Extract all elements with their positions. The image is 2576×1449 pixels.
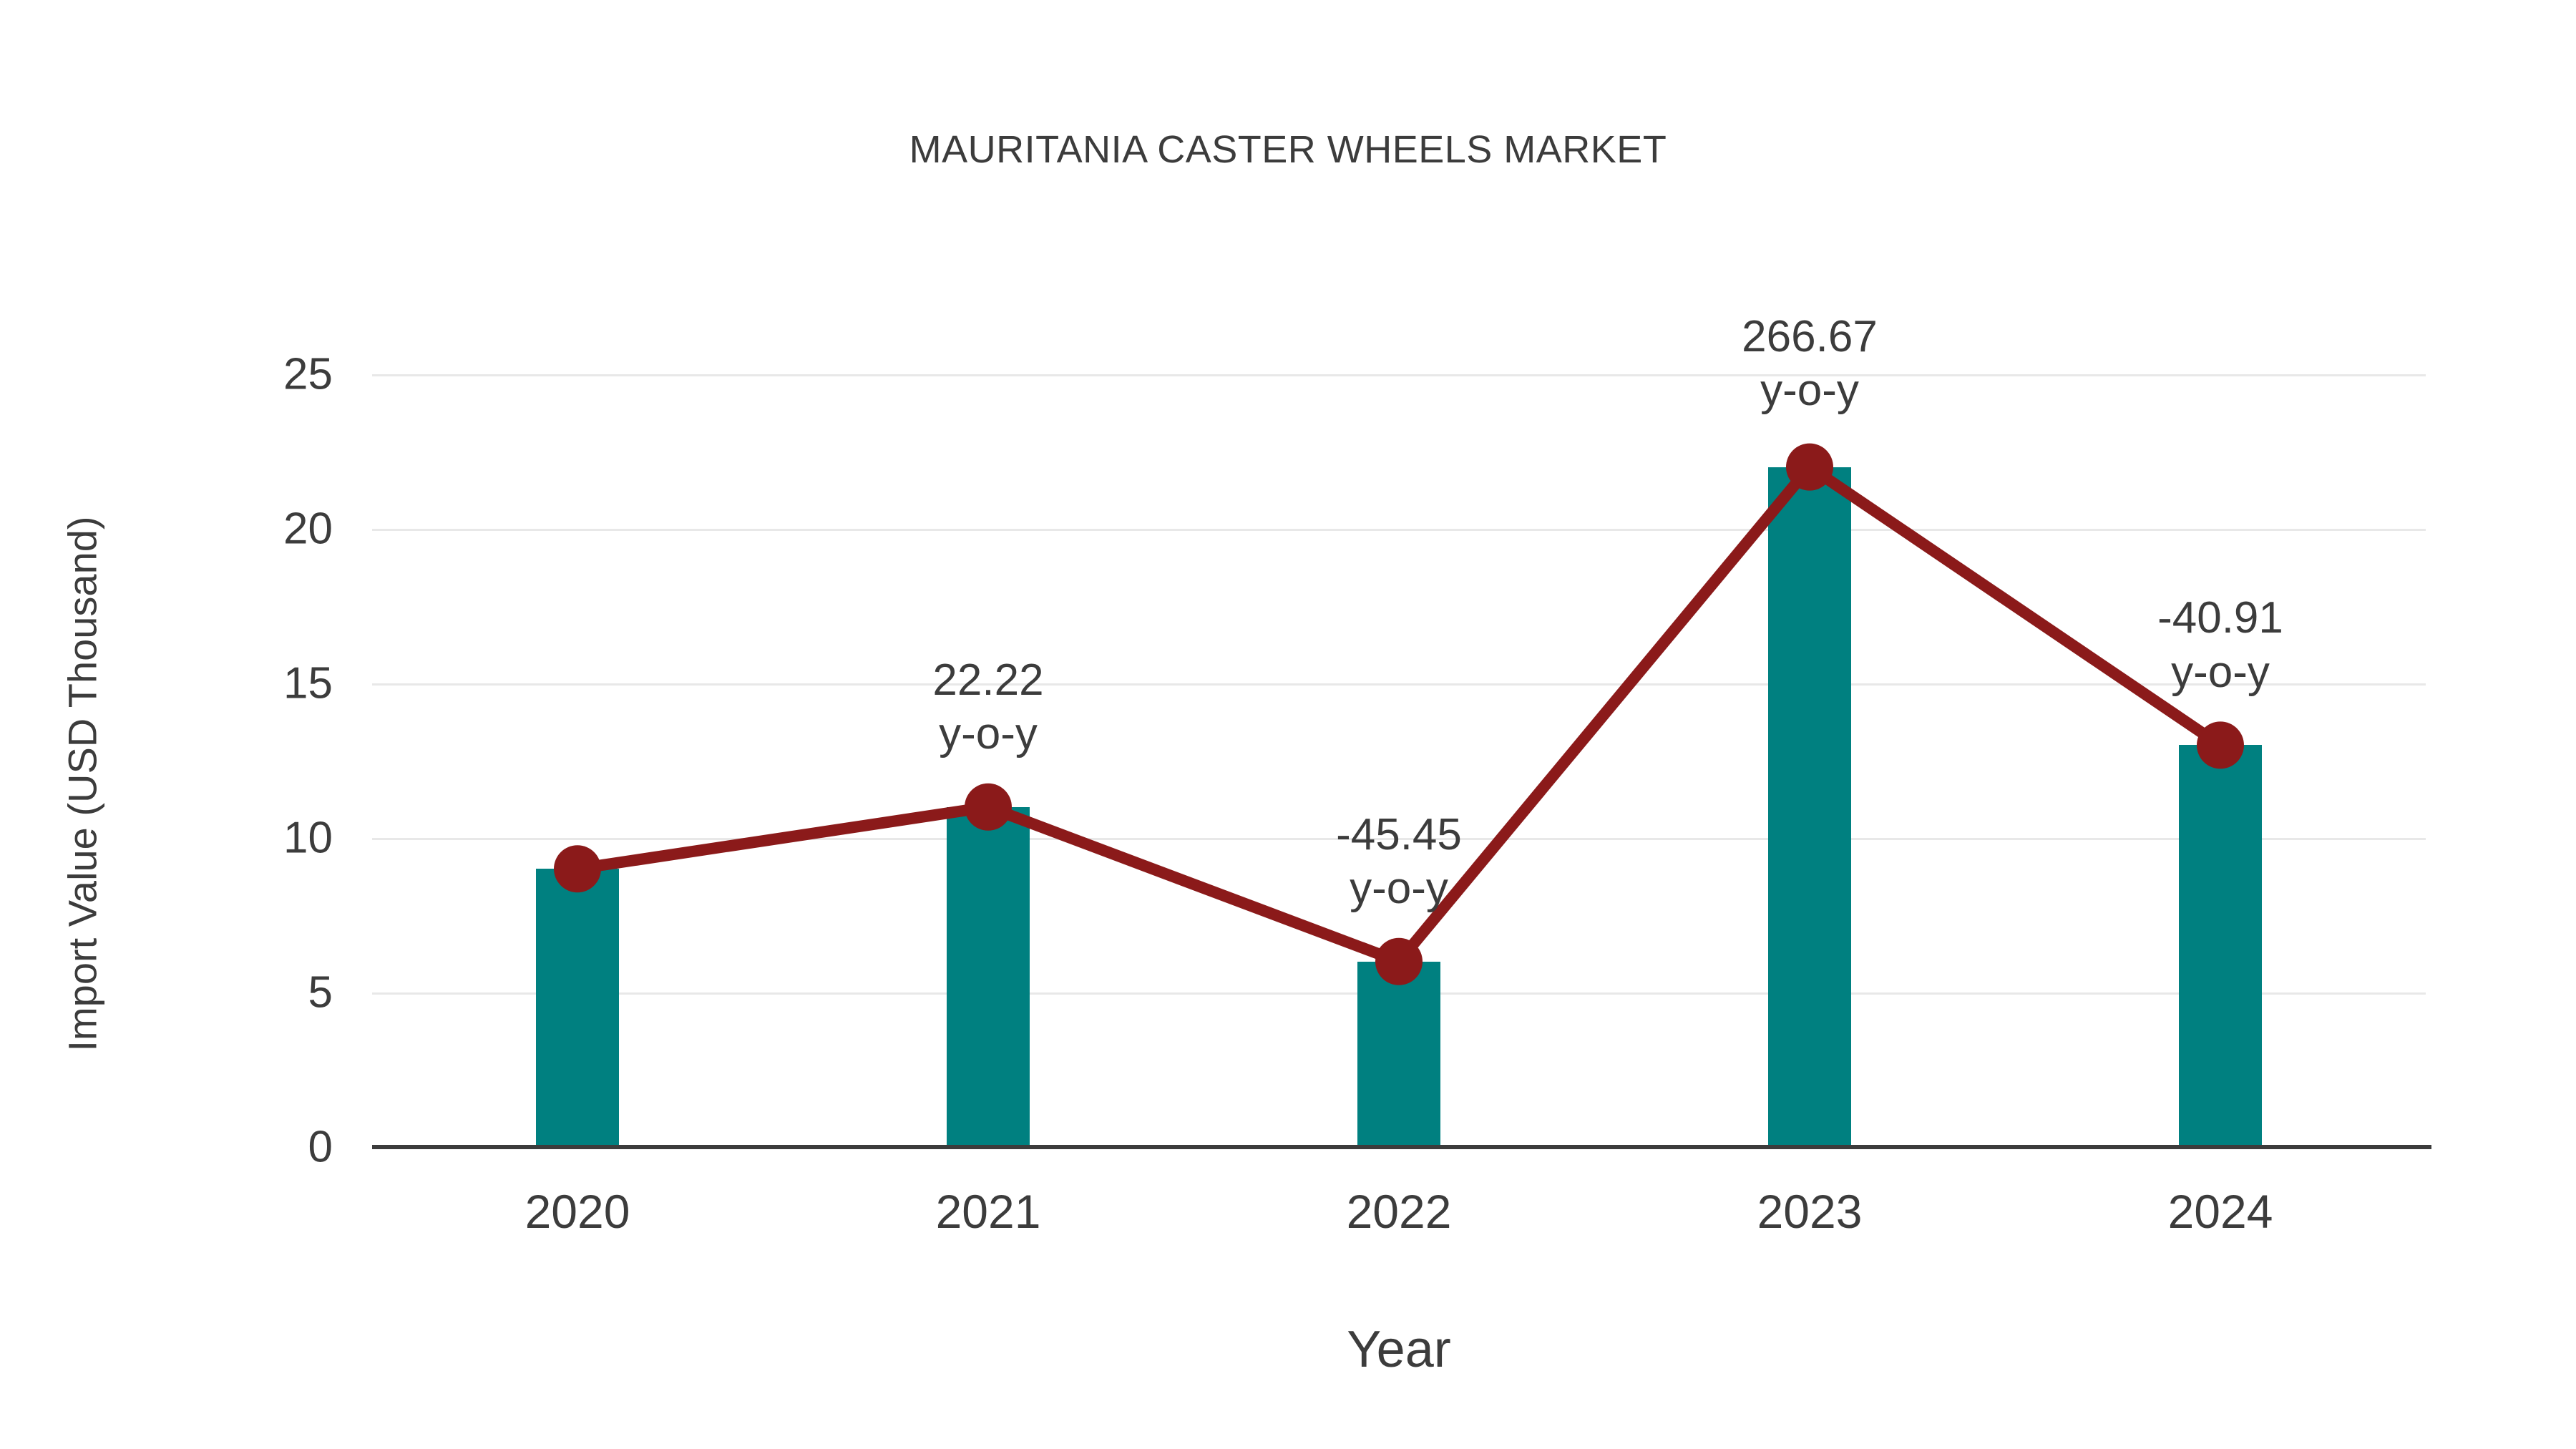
- y-axis-title: Import Value (USD Thousand): [59, 516, 105, 1052]
- x-axis-title: Year: [1347, 1321, 1451, 1378]
- growth-value: 22.22: [932, 655, 1044, 705]
- growth-suffix: y-o-y: [2171, 648, 2270, 698]
- growth-annotation-2022: -45.45 y-o-y: [1213, 808, 1585, 916]
- plot-area: [372, 374, 2426, 1147]
- growth-suffix: y-o-y: [939, 709, 1038, 759]
- x-tick-label-2021: 2021: [935, 1185, 1041, 1238]
- x-tick-label-2022: 2022: [1346, 1185, 1452, 1238]
- gridline: [372, 529, 2426, 531]
- y-tick-label: 5: [308, 967, 333, 1018]
- chart-title: MAURITANIA CASTER WHEELS MARKET: [909, 128, 1667, 171]
- bar-2021[interactable]: [947, 806, 1030, 1147]
- bar-2020[interactable]: [536, 869, 619, 1147]
- y-tick-label: 25: [283, 349, 333, 399]
- x-tick-label-2024: 2024: [2167, 1185, 2273, 1238]
- bar-2023[interactable]: [1768, 467, 1851, 1147]
- growth-value: -40.91: [2157, 593, 2283, 643]
- growth-value: -45.45: [1336, 809, 1462, 859]
- growth-suffix: y-o-y: [1350, 864, 1448, 914]
- x-tick-label-2020: 2020: [525, 1185, 630, 1238]
- x-axis-line: [372, 1145, 2431, 1149]
- x-tick-label-2023: 2023: [1757, 1185, 1863, 1238]
- growth-annotation-2021: 22.22 y-o-y: [802, 653, 1174, 761]
- growth-annotation-2024: -40.91 y-o-y: [2034, 591, 2406, 699]
- y-tick-label: 0: [308, 1122, 333, 1172]
- y-tick-label: 15: [283, 658, 333, 708]
- growth-value: 266.67: [1742, 311, 1878, 361]
- y-tick-label: 10: [283, 813, 333, 863]
- bar-2022[interactable]: [1357, 961, 1440, 1147]
- growth-suffix: y-o-y: [1760, 366, 1859, 416]
- growth-annotation-2023: 266.67 y-o-y: [1624, 310, 1996, 418]
- bar-2024[interactable]: [2179, 745, 2262, 1147]
- gridline: [372, 374, 2426, 376]
- y-tick-label: 20: [283, 504, 333, 554]
